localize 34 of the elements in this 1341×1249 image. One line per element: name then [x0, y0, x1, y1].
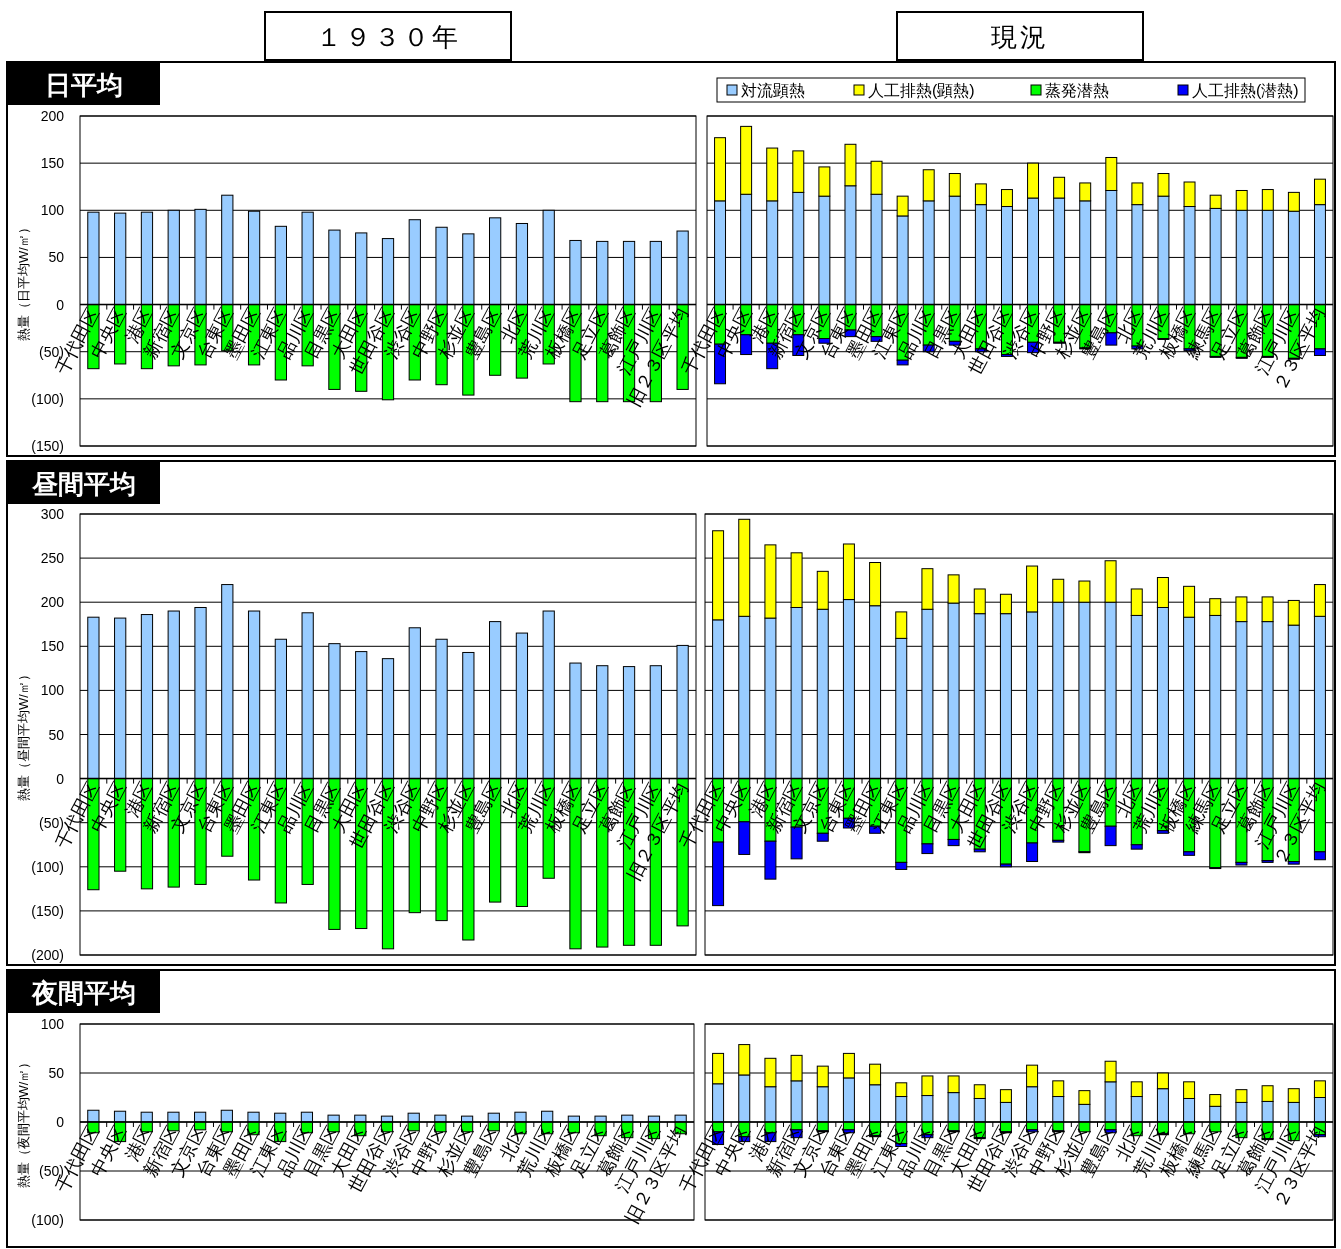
- chart-title: 昼間平均: [31, 469, 136, 499]
- y-tick-label: 100: [40, 1016, 65, 1032]
- chart-subtitle: 現況: [991, 22, 1049, 52]
- y-axis-title: 熱量（昼間平均W/㎡）: [16, 668, 31, 801]
- y-tick-label: (150): [31, 438, 64, 454]
- y-tick-label: (100): [31, 1212, 64, 1228]
- y-axis-title: 熱量（日平均W/㎡）: [16, 221, 31, 341]
- y-tick-label: 200: [40, 594, 65, 611]
- y-tick-label: 200: [40, 108, 65, 124]
- y-tick-label: (150): [31, 902, 64, 919]
- y-tick-label: (100): [31, 390, 64, 407]
- y-tick-label: 100: [40, 682, 65, 699]
- y-tick-label: (100): [31, 858, 64, 875]
- y-tick-label: 0: [56, 1114, 65, 1130]
- legend-label: 人工排熱(潜熱): [1192, 82, 1299, 99]
- y-tick-label: 0: [56, 296, 65, 313]
- legend-label: 人工排熱(顕熱): [868, 82, 975, 99]
- y-tick-label: (200): [31, 947, 64, 963]
- y-tick-label: 50: [48, 249, 65, 266]
- y-tick-label: 150: [40, 638, 65, 655]
- legend-label: 対流顕熱: [741, 82, 805, 99]
- chart-subtitle: １９３０年: [315, 22, 461, 52]
- y-tick-label: 50: [48, 726, 65, 743]
- y-tick-label: 250: [40, 550, 65, 567]
- y-tick-label: 300: [40, 506, 65, 522]
- y-tick-label: 100: [40, 202, 65, 219]
- legend-label: 蒸発潜熱: [1045, 82, 1109, 99]
- y-axis-title: 熱量（夜間平均W/㎡）: [16, 1055, 31, 1189]
- y-tick-label: 0: [56, 770, 65, 787]
- chart-title: 日平均: [45, 70, 123, 100]
- chart-title: 夜間平均: [31, 978, 136, 1008]
- y-tick-label: (50): [39, 814, 64, 831]
- y-tick-label: 150: [40, 155, 65, 172]
- y-tick-label: 50: [48, 1065, 65, 1081]
